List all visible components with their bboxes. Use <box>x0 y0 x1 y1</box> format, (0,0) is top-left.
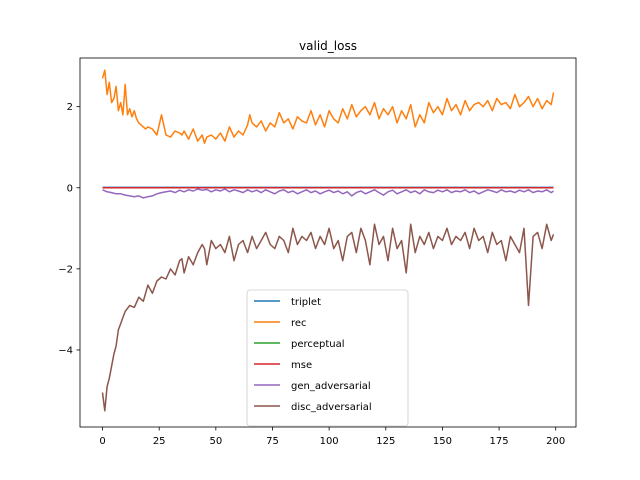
legend-label-disc-adversarial: disc_adversarial <box>291 402 372 413</box>
x-tick-label: 125 <box>376 436 395 447</box>
legend-label-gen-adversarial: gen_adversarial <box>291 381 371 392</box>
x-tick-label: 25 <box>153 436 166 447</box>
x-tick-label: 200 <box>546 436 565 447</box>
legend-label-perceptual: perceptual <box>291 339 345 350</box>
x-tick-label: 75 <box>266 436 279 447</box>
x-tick-label: 150 <box>433 436 452 447</box>
legend: triplet rec perceptual mse gen_adversarialdi… <box>246 289 409 427</box>
y-tick-label: 0 <box>67 183 73 194</box>
series-line-rec <box>101 69 555 144</box>
legend-label-triplet: triplet <box>291 297 321 308</box>
legend-box <box>246 289 409 427</box>
x-tick-label: 50 <box>209 436 222 447</box>
series-line-disc-adversarial <box>101 223 555 412</box>
series-line-gen-adversarial <box>102 188 554 199</box>
plot-area <box>79 57 577 428</box>
x-tick-label: 175 <box>490 436 509 447</box>
x-axis: 0 25 50 75 100 125 150 175 200 <box>99 427 565 447</box>
legend-label-mse: mse <box>291 360 312 371</box>
axes-frame <box>79 57 577 428</box>
series-layer <box>101 69 555 412</box>
y-tick-label: −2 <box>58 264 73 275</box>
x-tick-label: 0 <box>99 436 105 447</box>
x-tick-label: 100 <box>320 436 339 447</box>
y-tick-label: −4 <box>58 345 73 356</box>
legend-label-rec: rec <box>291 318 307 329</box>
y-tick-label: 2 <box>67 102 73 113</box>
chart-title: valid_loss <box>299 39 357 53</box>
y-axis: −4 −2 0 2 <box>58 102 80 356</box>
